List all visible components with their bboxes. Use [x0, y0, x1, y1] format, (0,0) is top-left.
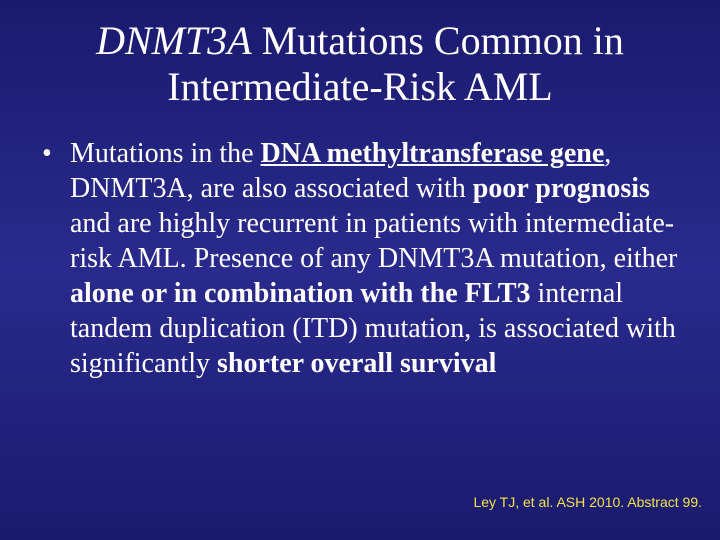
slide-title: DNMT3A Mutations Common in Intermediate-… [36, 18, 684, 110]
bt-8-bold: shorter overall survival [217, 348, 496, 379]
bt-2-bold-underline: DNA methyltransferase gene [261, 138, 605, 169]
bullet-text: Mutations in the DNA methyltransferase g… [70, 136, 684, 381]
bt-6-bold: alone or in combination with the FLT3 [70, 278, 531, 309]
title-italic-gene: DNMT3A [96, 18, 252, 63]
title-rest-line1: Mutations Common in [252, 18, 624, 63]
bt-5: and are highly recurrent in patients wit… [70, 208, 677, 274]
title-line2: Intermediate-Risk AML [167, 64, 552, 109]
bullet-item: • Mutations in the DNA methyltransferase… [36, 136, 684, 381]
bullet-marker: • [36, 136, 70, 171]
bt-1: Mutations in the [70, 138, 261, 169]
bt-4-bold: poor prognosis [473, 173, 650, 204]
citation-text: Ley TJ, et al. ASH 2010. Abstract 99. [473, 494, 702, 510]
